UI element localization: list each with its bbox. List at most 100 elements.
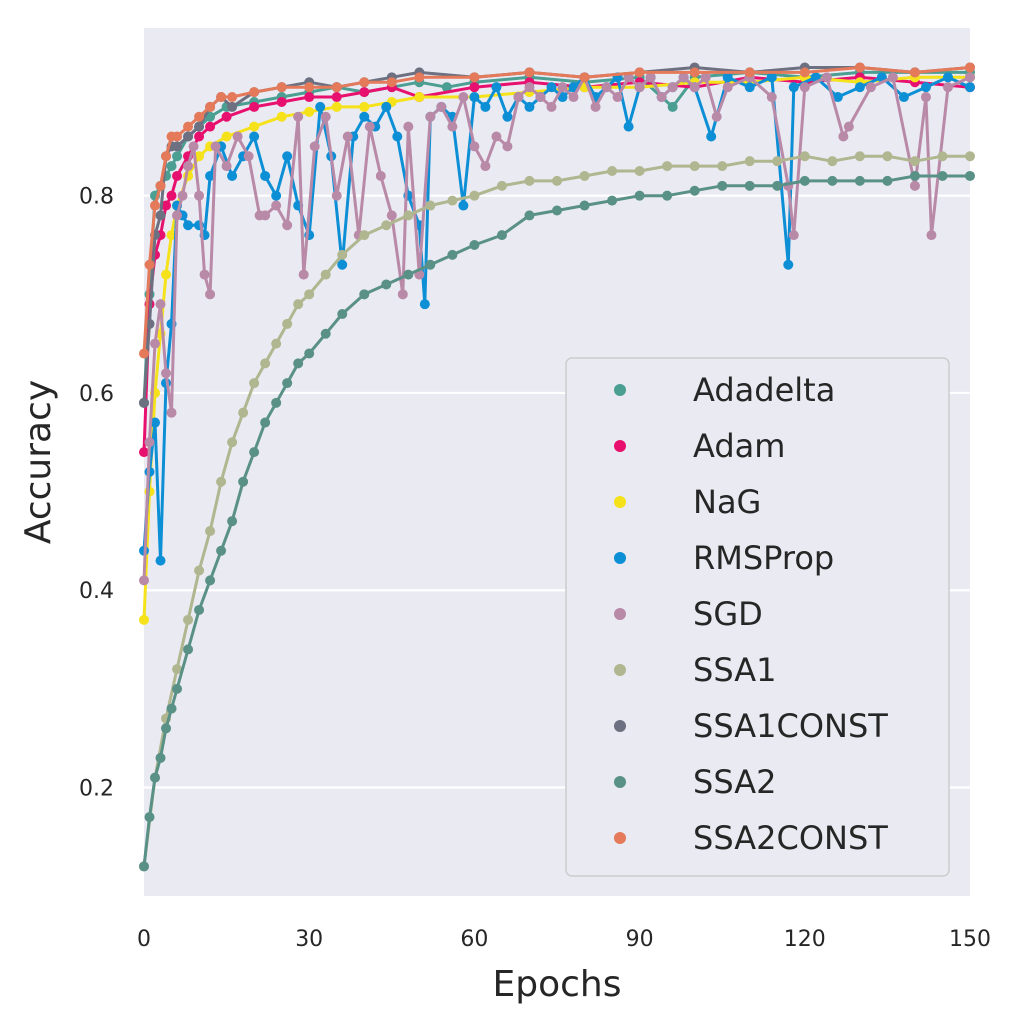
- data-point: [469, 190, 480, 201]
- x-tick-label: 150: [949, 927, 991, 952]
- data-point: [766, 92, 777, 103]
- data-point: [535, 92, 546, 103]
- x-tick-label: 90: [626, 927, 654, 952]
- data-point: [821, 72, 832, 83]
- data-point: [304, 289, 315, 300]
- legend-label-rmsprop: RMSProp: [693, 539, 834, 577]
- data-point: [397, 289, 408, 300]
- legend-box: [565, 357, 950, 877]
- data-point: [579, 72, 590, 83]
- data-point: [194, 111, 205, 122]
- data-point: [161, 368, 172, 379]
- series-ssa1: [139, 151, 975, 872]
- data-point: [937, 151, 948, 162]
- legend-marker-ssa1: [614, 664, 626, 676]
- data-point: [965, 170, 975, 181]
- data-point: [227, 170, 238, 181]
- y-tick-label: 0.6: [79, 382, 114, 407]
- data-point: [689, 161, 700, 172]
- data-point: [898, 92, 909, 103]
- data-point: [210, 141, 221, 152]
- data-point: [469, 82, 480, 93]
- legend-marker-sgd: [614, 608, 626, 620]
- data-point: [965, 151, 975, 162]
- data-point: [524, 101, 535, 112]
- data-point: [937, 170, 948, 181]
- data-point: [194, 565, 205, 576]
- data-point: [161, 151, 172, 162]
- y-tick-label: 0.4: [79, 579, 114, 604]
- data-point: [172, 151, 183, 162]
- data-point: [172, 210, 183, 221]
- data-point: [436, 101, 447, 112]
- x-tick-label: 120: [784, 927, 826, 952]
- data-point: [722, 72, 733, 83]
- data-point: [304, 348, 315, 359]
- data-point: [194, 190, 205, 201]
- data-point: [216, 476, 227, 487]
- data-point: [386, 210, 397, 221]
- data-point: [172, 170, 183, 181]
- series-ssa2const: [139, 62, 975, 359]
- data-point: [744, 67, 755, 78]
- data-point: [194, 131, 205, 142]
- data-point: [359, 77, 370, 88]
- data-point: [607, 195, 618, 206]
- data-point: [282, 151, 293, 162]
- data-point: [590, 101, 601, 112]
- data-point: [172, 141, 183, 152]
- data-point: [601, 82, 612, 93]
- data-point: [744, 156, 755, 167]
- data-point: [177, 190, 188, 201]
- data-point: [249, 378, 260, 389]
- data-point: [260, 210, 271, 221]
- data-point: [227, 437, 238, 448]
- data-point: [965, 62, 975, 73]
- data-point: [243, 151, 254, 162]
- data-point: [496, 230, 507, 241]
- legend: Adadelta Adam NaG RMSProp SGD SSA1 SSA1CONST SS…: [565, 357, 950, 877]
- data-point: [579, 200, 590, 211]
- data-point: [381, 279, 392, 290]
- data-point: [161, 200, 172, 211]
- data-point: [496, 180, 507, 191]
- data-point: [293, 299, 304, 310]
- data-point: [469, 72, 480, 83]
- data-point: [249, 101, 260, 112]
- data-point: [309, 141, 320, 152]
- data-point: [469, 92, 480, 103]
- data-point: [491, 131, 502, 142]
- legend-label-ssa2: SSA2: [693, 763, 776, 801]
- data-point: [502, 141, 513, 152]
- data-point: [183, 121, 194, 132]
- data-point: [766, 72, 777, 83]
- data-point: [882, 175, 893, 186]
- data-point: [183, 161, 194, 172]
- data-point: [282, 220, 293, 231]
- data-point: [403, 210, 414, 221]
- data-point: [298, 269, 309, 280]
- data-point: [524, 82, 535, 93]
- data-point: [359, 111, 370, 122]
- data-point: [315, 101, 326, 112]
- data-point: [183, 131, 194, 142]
- data-point: [260, 358, 271, 369]
- data-point: [331, 101, 342, 112]
- legend-label-nag: NaG: [693, 483, 761, 521]
- data-point: [144, 437, 155, 448]
- data-point: [172, 131, 183, 142]
- legend-marker-nag: [614, 496, 626, 508]
- data-point: [293, 358, 304, 369]
- data-point: [139, 575, 149, 586]
- data-point: [458, 200, 469, 211]
- data-point: [447, 249, 458, 260]
- data-point: [414, 72, 425, 83]
- data-point: [166, 703, 177, 714]
- data-point: [965, 82, 975, 93]
- data-point: [320, 269, 331, 280]
- data-point: [337, 309, 348, 320]
- data-point: [271, 190, 282, 201]
- data-point: [249, 447, 260, 458]
- data-point: [155, 752, 166, 763]
